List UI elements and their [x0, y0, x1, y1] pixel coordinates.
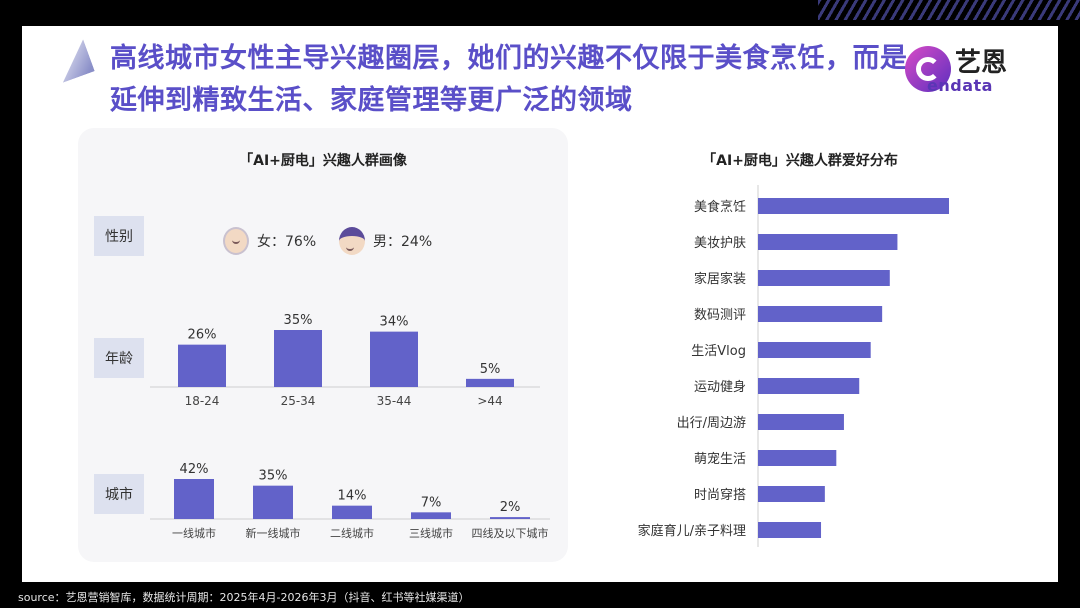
tick-label: 生活Vlog	[691, 344, 746, 359]
city-bar-chart: 42% 一线城市 35% 新一线城市 14% 二线城市 7% 三线城市 2% 四线及以下城市	[150, 462, 550, 540]
bar	[758, 378, 860, 394]
tick-label: 美妆护肤	[694, 236, 746, 251]
gender-male: 男：24%	[339, 227, 432, 255]
female-share: 女：76%	[257, 234, 317, 250]
tick-label: 美食烹饪	[694, 199, 746, 215]
hobby-chart-title: 「AI+厨电」兴趣人群爱好分布	[702, 153, 898, 169]
data-label: 35%	[259, 469, 288, 484]
logo-text-en: endata	[927, 76, 993, 95]
data-label: 2%	[500, 500, 521, 515]
bar	[411, 512, 451, 519]
tick-label: 四线及以下城市	[472, 526, 549, 540]
tick-label: 家庭育儿/亲子料理	[638, 523, 746, 539]
bar	[758, 270, 890, 286]
data-label: 5%	[480, 362, 501, 377]
tick-label: 家居家装	[694, 271, 746, 287]
bar	[758, 198, 949, 214]
bar	[490, 517, 530, 519]
bar	[758, 306, 883, 322]
bar	[758, 486, 825, 502]
bar	[274, 330, 322, 387]
bar	[758, 522, 822, 538]
source-footer: source：艺恩营销智库，数据统计周期：2025年4月-2026年3月（抖音、…	[18, 591, 470, 604]
bar	[758, 450, 837, 466]
tick-label: 三线城市	[409, 526, 453, 540]
tick-label: 25-34	[281, 394, 316, 408]
male-avatar-icon	[339, 227, 365, 255]
portrait-panel: 「AI+厨电」兴趣人群画像 性别 女：76% 男：24% 年龄 城市	[78, 128, 568, 562]
bar	[332, 505, 372, 519]
decorative-stripes	[818, 0, 1080, 20]
bar	[174, 479, 214, 519]
bar	[370, 331, 418, 387]
tick-label: >44	[477, 394, 502, 408]
tick-label: 35-44	[377, 394, 412, 408]
bar	[758, 234, 898, 250]
city-label: 城市	[94, 474, 144, 514]
bar	[466, 378, 514, 387]
bar	[758, 342, 871, 358]
male-share: 男：24%	[373, 234, 433, 250]
tick-label: 数码测评	[694, 308, 746, 323]
bar	[758, 414, 844, 430]
brand-logo: 艺恩 endata	[905, 42, 1035, 98]
tick-label: 新一线城市	[246, 526, 301, 540]
data-label: 34%	[380, 315, 409, 330]
female-avatar-icon	[223, 227, 249, 255]
tick-label: 出行/周边游	[677, 416, 746, 431]
data-label: 42%	[180, 462, 209, 477]
tick-label: 二线城市	[330, 526, 374, 540]
bar	[253, 485, 293, 519]
portrait-panel-title: 「AI+厨电」兴趣人群画像	[239, 153, 407, 169]
data-label: 7%	[421, 495, 442, 510]
tick-label: 运动健身	[694, 379, 746, 395]
data-label: 14%	[338, 489, 367, 504]
gender-label: 性别	[94, 216, 144, 256]
page-title: 高线城市女性主导兴趣圈层，她们的兴趣不仅限于美食烹饪，而是延伸到精致生活、家庭管…	[110, 43, 908, 116]
tick-label: 18-24	[185, 394, 220, 408]
logo-text-cn: 艺恩	[955, 48, 1008, 78]
tick-label: 时尚穿搭	[694, 487, 746, 503]
logo-mark-icon	[905, 46, 951, 92]
tick-label: 一线城市	[172, 526, 216, 540]
data-label: 26%	[188, 328, 217, 343]
bar	[178, 344, 226, 387]
age-label: 年龄	[94, 338, 144, 378]
data-label: 35%	[284, 313, 313, 328]
gender-female: 女：76%	[223, 227, 316, 255]
tick-label: 萌宠生活	[694, 451, 746, 467]
age-bar-chart: 26% 18-24 35% 25-34 34% 35-44 5% >44	[150, 313, 540, 408]
